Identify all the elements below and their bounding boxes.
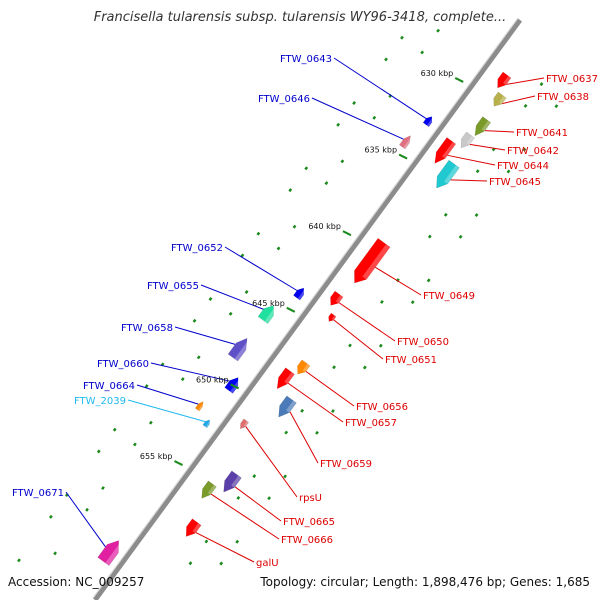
gene-label-g0644[interactable]: FTW_0644 (497, 161, 549, 172)
scale-tick-label: 650 kbp (196, 375, 229, 384)
gene-label-galU[interactable]: galU (256, 558, 279, 569)
leader-line-g0659 (289, 411, 319, 464)
gene-label-g2039[interactable]: FTW_2039 (74, 396, 126, 407)
map-title: Francisella tularensis subsp. tularensis… (93, 10, 507, 25)
gene-label-g0658[interactable]: FTW_0658 (121, 323, 173, 334)
gene-feature-g0649[interactable] (348, 237, 391, 287)
gene-feature-g0666[interactable] (198, 480, 217, 501)
leader-line-g0642 (469, 143, 506, 151)
gene-feature-g0657[interactable] (273, 367, 295, 392)
scale-ticks: 630 kbp 635 kbp 640 kbp 645 kbp 650 kbp 655 k… (140, 69, 464, 466)
gene-label-g0664[interactable]: FTW_0664 (83, 381, 135, 392)
scale-tick-label: 655 kbp (140, 452, 173, 461)
scale-tick-label: 635 kbp (364, 146, 397, 155)
accession-text: Accession: NC_009257 (8, 575, 145, 589)
leader-line-g0660 (150, 362, 230, 382)
leader-line-g0666 (210, 493, 280, 540)
scale-tick-label: 645 kbp (252, 299, 285, 308)
feature-labels: FTW_0637 FTW_0638 FTW_0641 FTW_0642 FTW_0644… (12, 54, 598, 569)
leader-line-galU (195, 532, 255, 563)
gene-feature-g0637[interactable] (494, 71, 512, 91)
gene-feature-g0656[interactable] (294, 359, 311, 377)
leader-line-g0645 (450, 179, 488, 182)
leader-line-g0652 (224, 246, 298, 291)
leader-line-g0657 (287, 382, 344, 423)
gene-feature-galU[interactable] (182, 518, 202, 540)
gene-label-g0665[interactable]: FTW_0665 (283, 517, 335, 528)
gene-label-g0646[interactable]: FTW_0646 (258, 94, 310, 105)
gene-label-g0649[interactable]: FTW_0649 (423, 291, 475, 302)
gene-label-g0638[interactable]: FTW_0638 (537, 92, 589, 103)
gene-feature-g0644[interactable] (430, 137, 457, 167)
gene-label-g0645[interactable]: FTW_0645 (489, 177, 541, 188)
gene-label-g0637[interactable]: FTW_0637 (546, 74, 598, 85)
gene-label-g0671[interactable]: FTW_0671 (12, 488, 64, 499)
scale-tick-mark (174, 460, 183, 466)
gene-label-g0657[interactable]: FTW_0657 (345, 418, 397, 429)
gene-label-g0642[interactable]: FTW_0642 (507, 146, 559, 157)
leader-line-g0656 (305, 370, 355, 407)
gene-feature-g0638[interactable] (490, 91, 507, 109)
leader-line-g0644 (447, 154, 496, 166)
gene-feature-g0642[interactable] (457, 131, 475, 151)
leader-line-g0651 (333, 319, 384, 360)
gene-feature-g0650[interactable] (327, 290, 344, 308)
leader-line-g0641 (484, 130, 515, 133)
scale-tick-mark (342, 230, 352, 237)
scale-tick-mark (286, 306, 296, 313)
gene-label-g0652[interactable]: FTW_0652 (171, 243, 223, 254)
scale-tick-mark (230, 383, 240, 390)
gene-label-g0659[interactable]: FTW_0659 (320, 459, 372, 470)
gene-feature-g0658[interactable] (227, 335, 252, 362)
gene-label-g0651[interactable]: FTW_0651 (385, 355, 437, 366)
gene-label-g0643[interactable]: FTW_0643 (280, 54, 332, 65)
leader-line-g0638 (502, 95, 536, 105)
leader-line-g0650 (338, 302, 396, 342)
gene-label-g0666[interactable]: FTW_0666 (281, 535, 333, 546)
gc-skew-track (17, 28, 559, 566)
gene-feature-g0665[interactable] (219, 470, 242, 496)
gene-feature-g0671[interactable] (97, 536, 125, 566)
scale-tick-label: 630 kbp (421, 69, 454, 78)
gene-feature-g0651[interactable] (327, 312, 337, 323)
label-leader-lines (65, 57, 545, 563)
leader-line-g0643 (333, 57, 427, 119)
genome-summary-text: Topology: circular; Length: 1,898,476 bp… (260, 575, 590, 589)
backbone-circle (92, 18, 523, 602)
leader-line-g0646 (311, 97, 404, 140)
leader-line-g0649 (375, 266, 422, 296)
gene-label-g0656[interactable]: FTW_0656 (356, 402, 408, 413)
gene-feature-g0645[interactable] (431, 159, 460, 192)
leader-line-g2039 (127, 399, 206, 423)
gene-feature-g2039[interactable] (202, 418, 212, 429)
gene-label-g0641[interactable]: FTW_0641 (516, 128, 568, 139)
gene-feature-g0641[interactable] (471, 116, 492, 139)
gene-label-g0655[interactable]: FTW_0655 (147, 281, 199, 292)
gene-feature-g0655[interactable] (257, 302, 278, 324)
gene-feature-g0643[interactable] (422, 115, 435, 128)
gene-feature-rpsU[interactable] (238, 418, 250, 431)
leader-line-g0655 (200, 284, 264, 310)
gene-label-g0660[interactable]: FTW_0660 (97, 359, 149, 370)
gene-feature-g0652[interactable] (293, 286, 307, 301)
leader-line-g0671 (65, 491, 106, 548)
gene-feature-g0646[interactable] (399, 134, 413, 150)
leader-line-g0637 (506, 77, 545, 85)
gene-feature-g0659[interactable] (274, 395, 297, 421)
leader-line-g0665 (234, 486, 282, 522)
feature-track (97, 71, 512, 566)
leader-line-rpsU (245, 426, 298, 498)
gene-label-rpsU[interactable]: rpsU (299, 493, 322, 504)
leader-line-g0664 (136, 384, 199, 405)
gene-feature-g0664[interactable] (194, 400, 205, 412)
leader-line-g0658 (174, 326, 236, 345)
scale-tick-mark (454, 77, 464, 83)
scale-tick-label: 640 kbp (308, 222, 341, 231)
scale-tick-mark (398, 153, 408, 160)
gene-label-g0650[interactable]: FTW_0650 (397, 337, 449, 348)
